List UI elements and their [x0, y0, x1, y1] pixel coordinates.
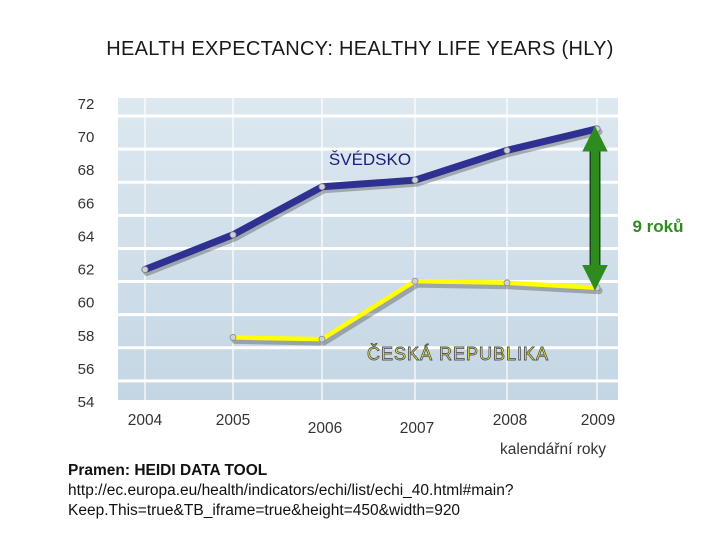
series-label-ceska-republika: ČESKÁ REPUBLIKA — [367, 343, 549, 364]
data-point — [503, 279, 511, 287]
y-tick-label: 54 — [78, 394, 95, 411]
x-tick-label: 2006 — [308, 420, 342, 437]
data-point — [318, 335, 326, 343]
y-tick-label: 58 — [78, 328, 95, 345]
data-point — [229, 334, 237, 341]
annotations: ŠVÉDSKO ČESKÁ REPUBLIKA 9 roků — [329, 126, 684, 364]
x-axis-label: kalendářní roky — [500, 441, 606, 458]
difference-label: 9 roků — [632, 217, 683, 236]
data-point — [141, 266, 149, 273]
source-label: Pramen: HEIDI DATA TOOL — [68, 462, 268, 479]
y-tick-label: 56 — [78, 361, 95, 378]
y-tick-label: 68 — [78, 162, 95, 179]
x-tick-label: 2004 — [128, 412, 163, 429]
y-tick-label: 64 — [78, 228, 95, 245]
x-tick-label: 2008 — [493, 412, 527, 429]
series-label-svedsko: ŠVÉDSKO — [329, 150, 411, 169]
data-point — [318, 183, 326, 191]
x-axis: 2004 2005 2006 2007 2008 2009 kalendářní roky — [128, 412, 615, 458]
y-tick-label: 60 — [78, 295, 95, 312]
y-tick-label: 72 — [78, 96, 95, 113]
data-point — [229, 231, 237, 239]
source-note: Pramen: HEIDI DATA TOOL http://ec.europa… — [68, 461, 708, 521]
y-axis: 72 70 68 66 64 62 60 58 56 54 — [78, 96, 95, 411]
data-point — [593, 284, 601, 292]
source-url[interactable]: http://ec.europa.eu/health/indicators/ec… — [68, 482, 514, 519]
series-line — [141, 125, 601, 274]
y-tick-label: 66 — [78, 195, 95, 212]
x-tick-label: 2009 — [581, 412, 615, 429]
grid — [118, 98, 618, 416]
y-tick-label: 62 — [78, 262, 95, 279]
x-tick-label: 2007 — [400, 420, 434, 437]
series-shadow — [231, 280, 603, 346]
data-point — [593, 125, 601, 133]
y-tick-label: 70 — [78, 129, 95, 146]
chart-title: HEALTH EXPECTANCY: HEALTHY LIFE YEARS (H… — [106, 38, 614, 60]
data-point — [411, 176, 419, 184]
data-point — [411, 277, 419, 285]
data-point — [503, 146, 511, 154]
x-tick-label: 2005 — [216, 412, 250, 429]
